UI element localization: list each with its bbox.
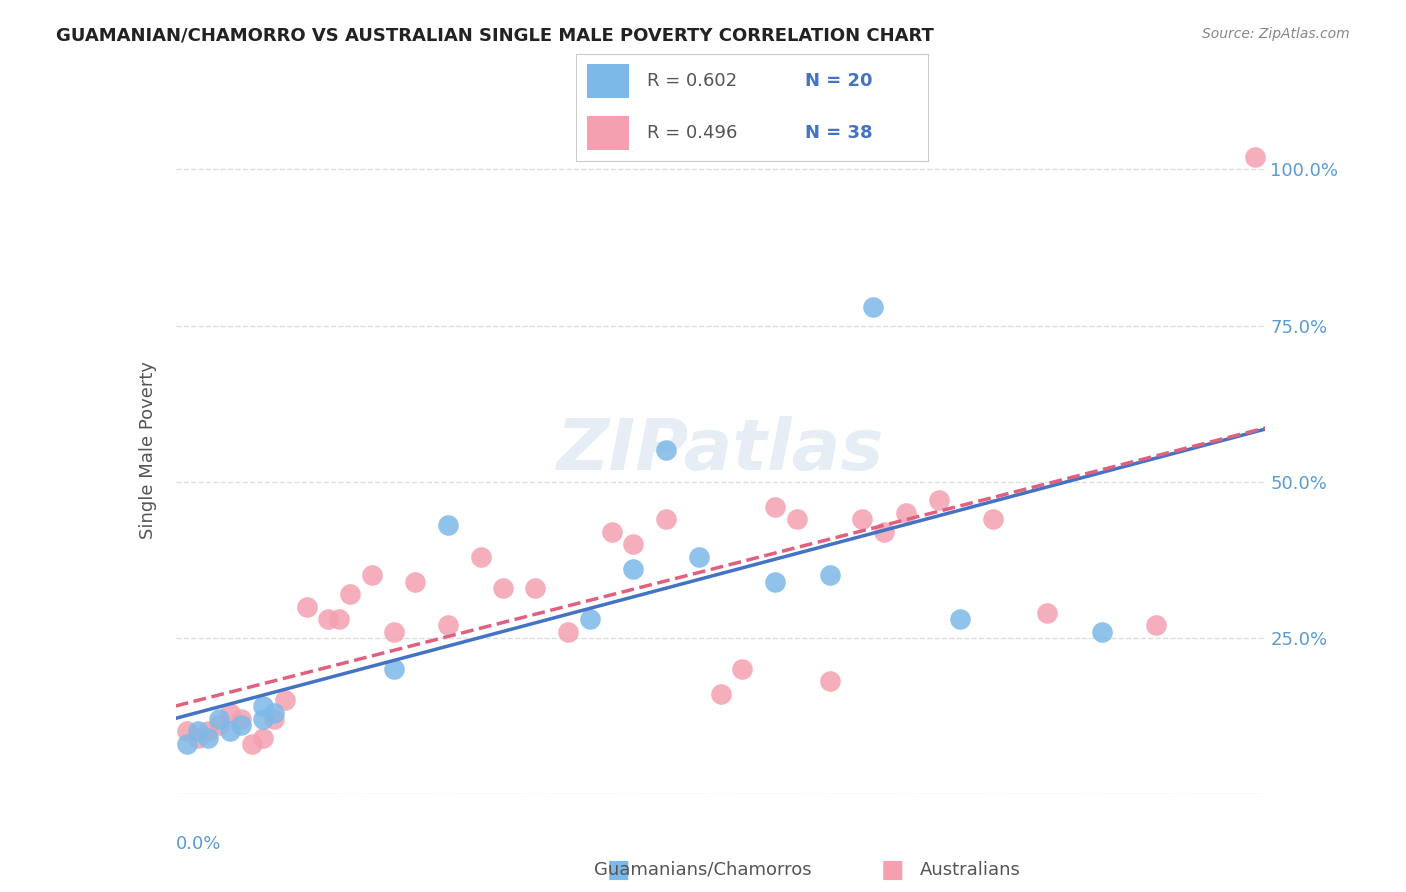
Point <box>818 674 841 689</box>
Point <box>763 500 786 514</box>
Point <box>1243 150 1265 164</box>
Point <box>252 712 274 726</box>
Point <box>208 712 231 726</box>
Text: R = 0.496: R = 0.496 <box>647 124 737 142</box>
Point <box>1036 606 1059 620</box>
Point <box>176 737 198 751</box>
Text: R = 0.602: R = 0.602 <box>647 72 737 90</box>
Point <box>862 300 884 314</box>
Text: Guamanians/Chamorros: Guamanians/Chamorros <box>595 861 811 879</box>
Point <box>186 731 209 745</box>
Text: N = 20: N = 20 <box>804 72 873 90</box>
Point <box>176 724 198 739</box>
Point <box>1144 618 1167 632</box>
Point <box>437 518 460 533</box>
Point <box>240 737 263 751</box>
Point <box>873 524 896 539</box>
Point <box>197 724 219 739</box>
Point <box>981 512 1004 526</box>
Point <box>928 493 950 508</box>
Point <box>710 687 733 701</box>
Text: Australians: Australians <box>920 861 1021 879</box>
Point <box>318 612 340 626</box>
Point <box>579 612 602 626</box>
Point <box>382 624 405 639</box>
Point <box>763 574 786 589</box>
Text: 0.0%: 0.0% <box>176 835 221 853</box>
Point <box>405 574 427 589</box>
Text: Source: ZipAtlas.com: Source: ZipAtlas.com <box>1202 27 1350 41</box>
Point <box>382 662 405 676</box>
Point <box>219 706 242 720</box>
Point <box>328 612 350 626</box>
Point <box>252 699 274 714</box>
Point <box>208 718 231 732</box>
Point <box>470 549 492 564</box>
Point <box>600 524 623 539</box>
Point <box>655 443 678 458</box>
Point <box>894 506 917 520</box>
FancyBboxPatch shape <box>586 116 630 150</box>
Text: ■: ■ <box>882 858 904 881</box>
Point <box>231 712 253 726</box>
Point <box>786 512 808 526</box>
Point <box>492 581 515 595</box>
Point <box>360 568 382 582</box>
Point <box>263 706 285 720</box>
Point <box>688 549 710 564</box>
Point <box>621 562 644 576</box>
Point <box>851 512 873 526</box>
Point <box>621 537 644 551</box>
Point <box>949 612 972 626</box>
Point <box>252 731 274 745</box>
Point <box>339 587 361 601</box>
Point <box>219 724 242 739</box>
Text: GUAMANIAN/CHAMORRO VS AUSTRALIAN SINGLE MALE POVERTY CORRELATION CHART: GUAMANIAN/CHAMORRO VS AUSTRALIAN SINGLE … <box>56 27 934 45</box>
Point <box>295 599 318 614</box>
Point <box>186 724 209 739</box>
Point <box>1091 624 1114 639</box>
Point <box>231 718 253 732</box>
Point <box>274 693 297 707</box>
Point <box>557 624 579 639</box>
Text: N = 38: N = 38 <box>804 124 873 142</box>
FancyBboxPatch shape <box>586 64 630 98</box>
Y-axis label: Single Male Poverty: Single Male Poverty <box>139 361 157 540</box>
Text: ZIPatlas: ZIPatlas <box>557 416 884 485</box>
Point <box>818 568 841 582</box>
Point <box>655 512 678 526</box>
Point <box>263 712 285 726</box>
Point <box>524 581 547 595</box>
Point <box>437 618 460 632</box>
Text: ■: ■ <box>607 858 630 881</box>
Point <box>197 731 219 745</box>
Point <box>731 662 754 676</box>
